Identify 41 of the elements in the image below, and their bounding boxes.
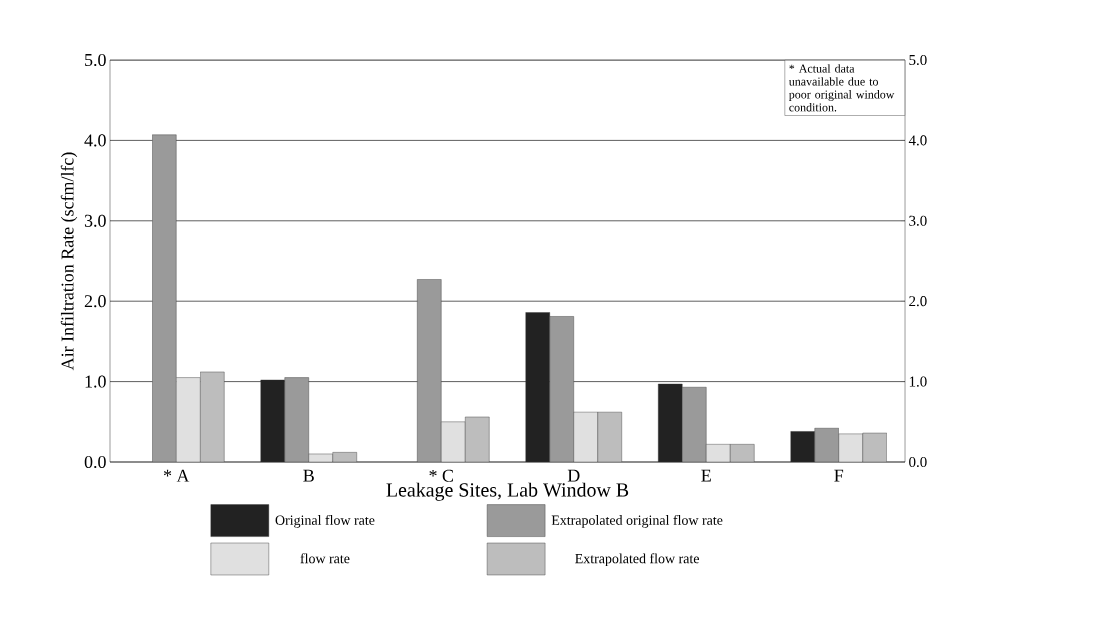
y2-tick-label: 0.0 xyxy=(909,456,927,468)
bar xyxy=(525,312,550,462)
y-tick-label: 0.0 xyxy=(84,455,106,469)
y2-tick-label: 1.0 xyxy=(909,376,927,387)
x-tick-label: D xyxy=(567,469,580,482)
bar xyxy=(176,377,201,462)
x-tick-label: E xyxy=(701,469,711,482)
legend-label: flow rate xyxy=(300,553,350,564)
y-tick-label: 5.0 xyxy=(85,53,106,67)
bar xyxy=(814,428,839,462)
bar xyxy=(549,316,574,462)
legend-label: Original flow rate xyxy=(275,514,375,528)
y2-tick-label: 3.0 xyxy=(909,215,927,226)
x-tick-label: * C xyxy=(429,469,453,482)
bar xyxy=(465,416,490,462)
y2-tick-label: 4.0 xyxy=(908,135,927,146)
bar xyxy=(790,431,815,462)
bar xyxy=(597,411,622,462)
bar xyxy=(417,279,442,462)
y-tick-label: 3.0 xyxy=(84,214,106,227)
y-tick-label: 4.0 xyxy=(84,134,106,147)
x-axis-title: Leakage Sites, Lab Window B xyxy=(386,482,629,501)
x-tick-label: F xyxy=(834,469,844,482)
x-tick-label: * A xyxy=(163,469,190,482)
bar xyxy=(152,134,177,462)
y-tick-label: 1.0 xyxy=(85,375,106,388)
bar xyxy=(284,377,309,462)
bar xyxy=(573,411,598,462)
bar xyxy=(658,383,683,462)
y-axis-title: Air Infiltration Rate (scfm/lfc) xyxy=(60,152,78,371)
x-tick-label: B xyxy=(303,469,314,482)
y2-tick-label: 2.0 xyxy=(909,296,927,307)
bar xyxy=(682,387,707,462)
bar xyxy=(260,379,285,462)
annotation: * Actual data unavailable due to poor original window condition. xyxy=(788,64,895,112)
legend-label: Extrapolated flow rate xyxy=(575,553,699,567)
bar xyxy=(441,421,466,462)
legend-label: Extrapolated original flow rate xyxy=(551,514,723,528)
bar xyxy=(200,371,225,462)
y-tick-label: 2.0 xyxy=(84,295,106,308)
y2-tick-label: 5.0 xyxy=(909,54,927,66)
